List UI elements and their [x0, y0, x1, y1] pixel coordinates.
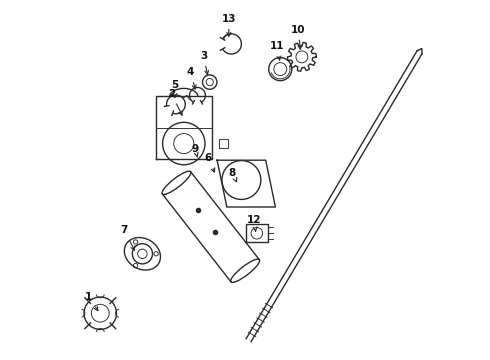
Text: 13: 13	[221, 14, 236, 36]
Text: 10: 10	[291, 24, 306, 49]
Text: 2: 2	[168, 89, 182, 115]
Text: 7: 7	[121, 225, 134, 250]
Text: 5: 5	[171, 80, 178, 98]
Text: 6: 6	[205, 153, 215, 172]
Text: 11: 11	[270, 41, 285, 60]
Text: 4: 4	[187, 67, 196, 89]
Text: 3: 3	[200, 51, 209, 75]
Text: 9: 9	[192, 144, 199, 157]
Text: 1: 1	[85, 292, 98, 311]
Text: 8: 8	[229, 168, 237, 182]
Text: 12: 12	[247, 215, 261, 231]
